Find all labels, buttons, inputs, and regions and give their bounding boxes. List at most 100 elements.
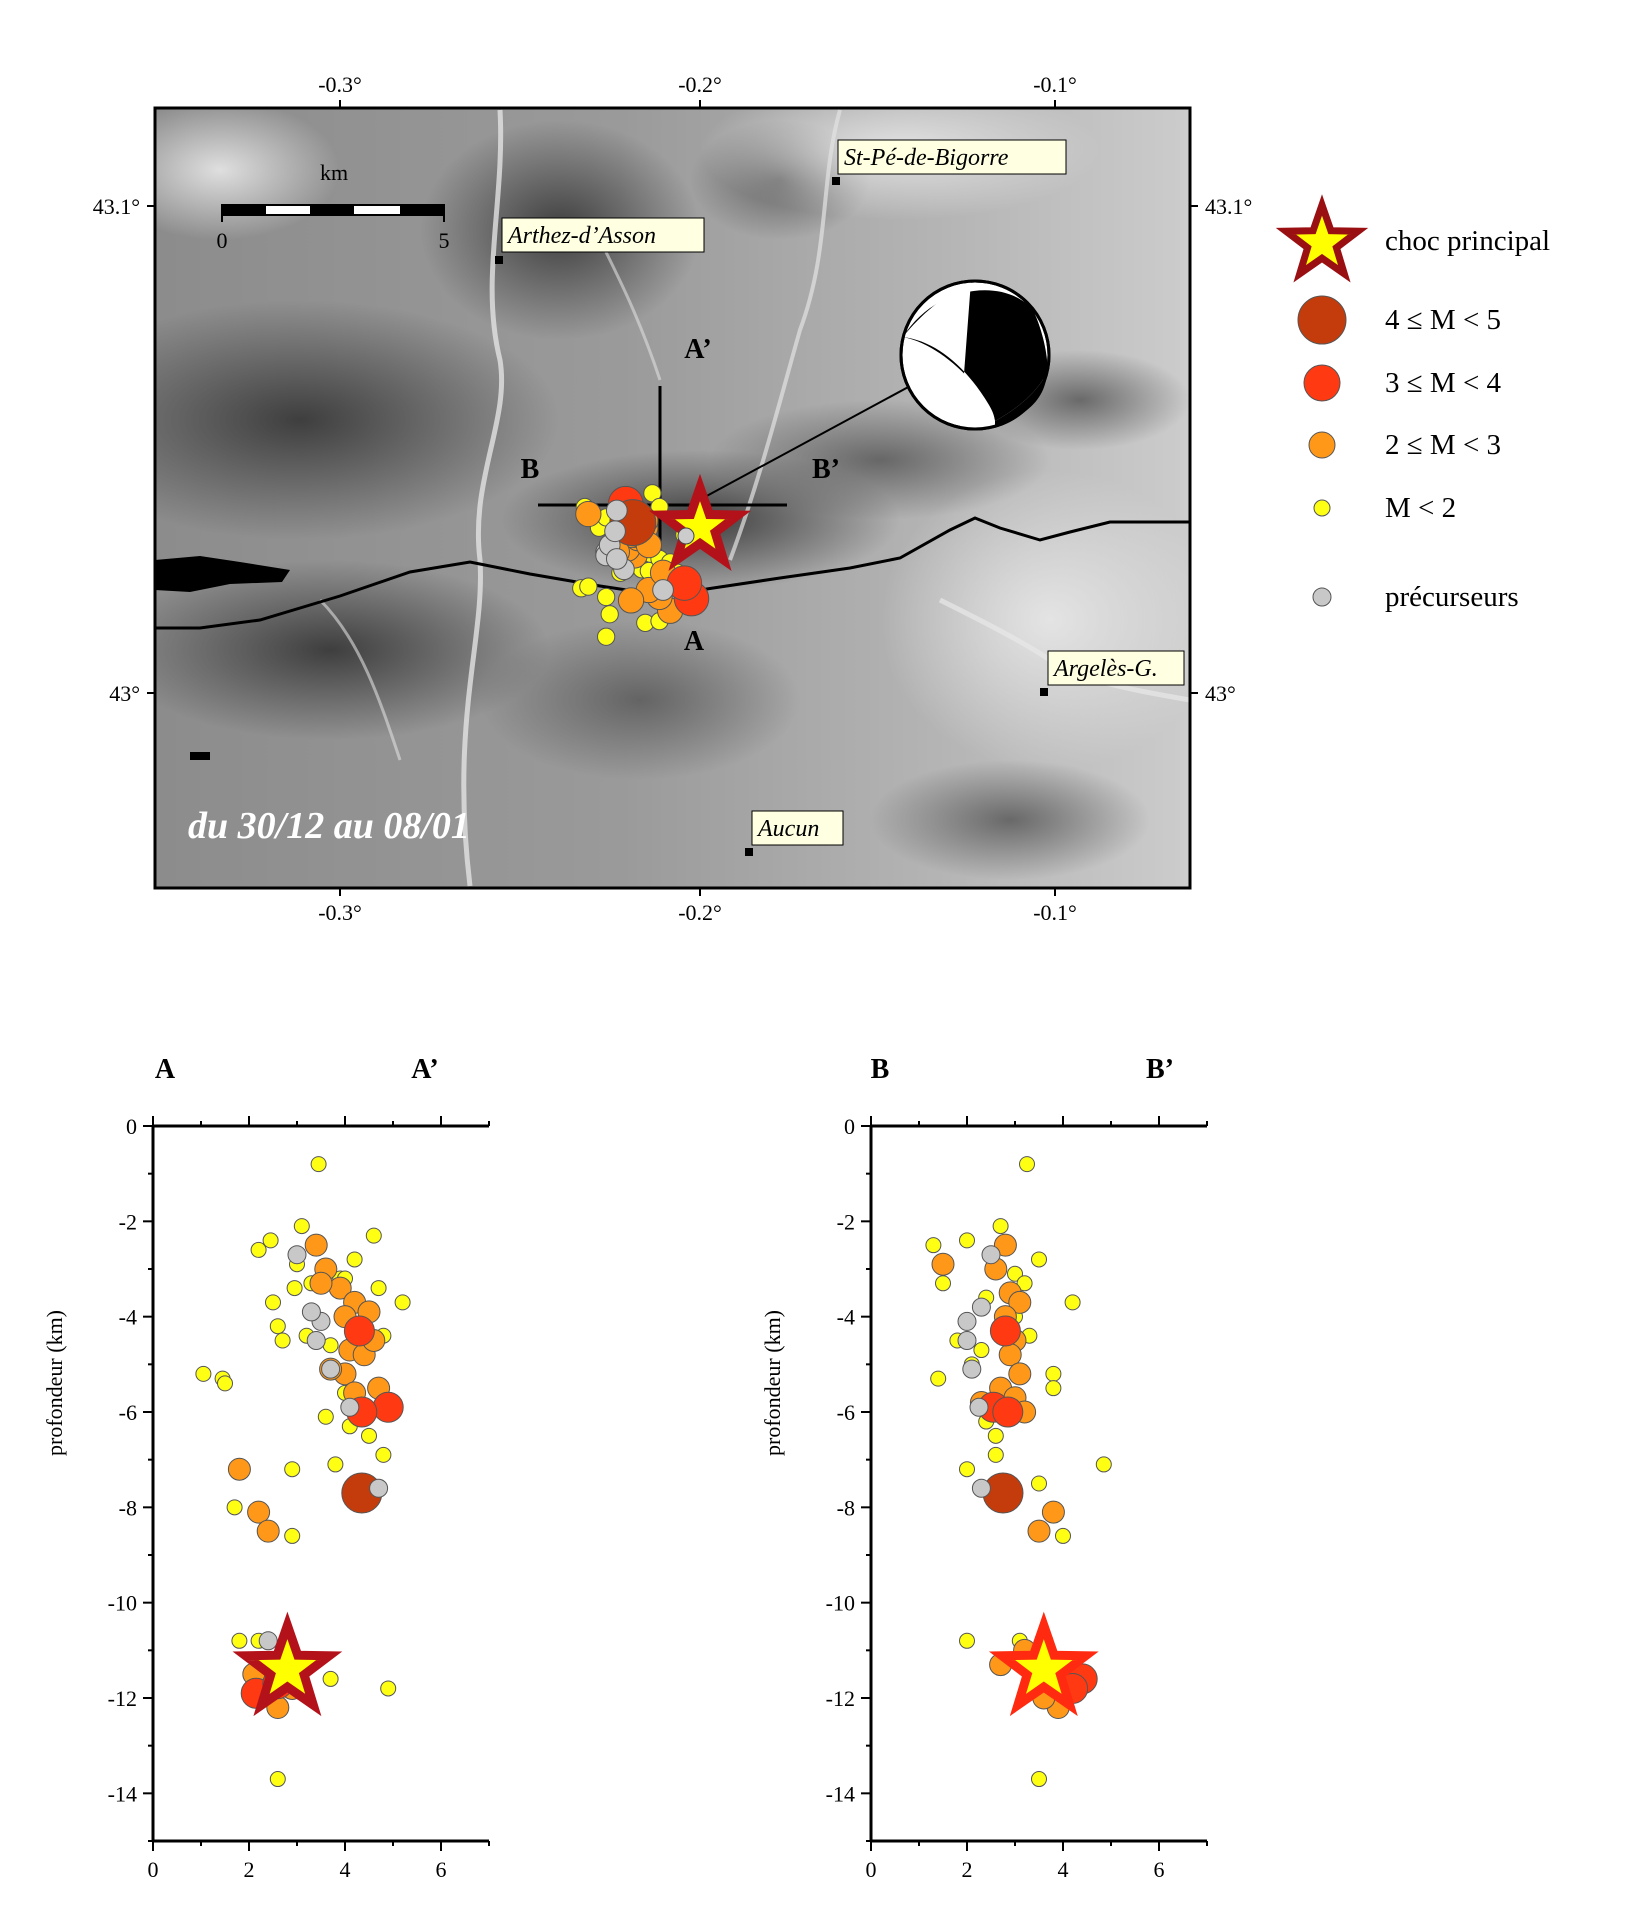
y-tick-label: -4	[119, 1305, 137, 1330]
event-marker	[981, 1245, 1001, 1265]
town-label: St-Pé-de-Bigorre	[844, 145, 1009, 171]
lon-tick-bottom-2: -0.2°	[678, 900, 722, 925]
event-marker	[256, 1519, 280, 1543]
y-tick-label: -14	[108, 1781, 137, 1806]
event-marker	[306, 1331, 326, 1350]
event-marker	[1055, 1527, 1071, 1544]
event-marker	[304, 1233, 328, 1257]
event-marker	[1041, 1500, 1065, 1524]
y-tick-label: -10	[826, 1591, 855, 1616]
epicenter-marker	[575, 500, 602, 528]
event-marker	[935, 1275, 951, 1292]
event-marker	[957, 1331, 977, 1350]
event-marker	[227, 1457, 251, 1481]
event-marker	[993, 1233, 1017, 1257]
scale-min-label: 0	[217, 228, 228, 253]
beachball-connector	[689, 384, 913, 506]
legend-label-m1: M < 2	[1385, 492, 1456, 524]
town-label: Aucun	[756, 816, 819, 842]
town-aucun: Aucun	[745, 810, 844, 856]
epicenter-marker	[597, 587, 616, 607]
map-frame	[153, 106, 1192, 890]
epicenter-marker	[652, 579, 674, 601]
y-tick-label: -12	[826, 1686, 855, 1711]
x-tick-label: 6	[1154, 1857, 1165, 1882]
legend-label-mainshock: choc principal	[1385, 225, 1550, 257]
event-marker	[959, 1632, 975, 1649]
x-tick-label: 2	[244, 1857, 255, 1882]
event-marker	[269, 1771, 286, 1788]
event-marker	[365, 1227, 382, 1244]
y-tick-label: -4	[837, 1305, 855, 1330]
event-marker	[930, 1370, 947, 1387]
event-marker	[274, 1332, 291, 1349]
event-marker	[998, 1343, 1022, 1367]
lat-tick-right-1: 43.1°	[1205, 194, 1252, 219]
y-tick-label: -12	[108, 1686, 137, 1711]
epicenter-marker	[600, 605, 619, 624]
lat-tick-left-1: 43.1°	[93, 194, 140, 219]
event-marker	[231, 1632, 248, 1649]
event-marker	[1064, 1294, 1081, 1311]
event-marker	[286, 1280, 303, 1297]
y-tick-label: -2	[837, 1209, 855, 1234]
y-tick-label: -10	[108, 1591, 137, 1616]
event-marker	[971, 1297, 991, 1317]
event-marker	[265, 1294, 281, 1311]
event-marker	[195, 1365, 212, 1382]
event-marker	[1007, 1265, 1023, 1282]
event-marker	[247, 1500, 271, 1524]
focal-mechanism-icon	[899, 279, 1051, 431]
event-marker	[973, 1342, 990, 1359]
section-b-points	[925, 1156, 1112, 1788]
epicenter-marker	[605, 548, 628, 570]
mainshock-star-icon	[648, 473, 752, 571]
event-marker	[380, 1680, 397, 1697]
event-marker	[293, 1218, 310, 1235]
event-marker	[346, 1251, 363, 1268]
mainshock-star-icon	[232, 1611, 343, 1717]
profile-label-b: B	[521, 454, 540, 485]
event-marker	[343, 1315, 375, 1347]
event-marker	[375, 1446, 392, 1463]
event-marker	[1031, 1251, 1047, 1268]
x-tick-label: 0	[148, 1857, 159, 1882]
event-marker	[1095, 1456, 1112, 1473]
relief-map: -0.3° -0.2° -0.1° -0.3° -0.2° -0.1° 43.1…	[93, 72, 1253, 925]
event-marker	[959, 1461, 975, 1478]
event-marker	[394, 1294, 411, 1311]
y-tick-label: 0	[126, 1114, 137, 1139]
section-b-ylabel: profondeur (km)	[760, 1310, 785, 1456]
x-tick-label: 4	[1058, 1857, 1069, 1882]
legend-m4-icon	[1297, 295, 1347, 345]
event-marker	[1016, 1275, 1033, 1292]
epicenter-marker	[579, 577, 598, 596]
town-arthez: Arthez-d’Asson	[495, 217, 705, 264]
y-tick-label: -8	[837, 1495, 855, 1520]
y-tick-label: -2	[119, 1209, 137, 1234]
epicenter-cluster	[572, 484, 717, 646]
scale-max-label: 5	[439, 228, 450, 253]
event-marker	[269, 1318, 286, 1335]
precursor-marker	[677, 527, 695, 545]
section-a-right-label: A’	[411, 1054, 438, 1085]
event-marker	[309, 1271, 333, 1295]
map-axes	[147, 100, 1198, 896]
y-tick-label: 0	[844, 1114, 855, 1139]
town-label: Arthez-d’Asson	[506, 223, 656, 249]
epicenter-marker	[617, 587, 645, 614]
event-marker	[959, 1232, 975, 1249]
event-marker	[258, 1631, 278, 1651]
event-marker	[226, 1499, 243, 1516]
profile-label-a-prime: A’	[684, 334, 711, 365]
event-marker	[925, 1237, 942, 1254]
legend: choc principal 4 ≤ M < 5 3 ≤ M < 4 2 ≤ M…	[1275, 194, 1550, 613]
town-label: Argelès-G.	[1052, 656, 1158, 682]
legend-m1-icon	[1313, 499, 1331, 517]
event-marker	[992, 1218, 1009, 1235]
event-marker	[250, 1241, 267, 1258]
profile-label-b-prime: B’	[812, 454, 840, 485]
event-marker	[1031, 1475, 1047, 1492]
event-marker	[322, 1670, 339, 1687]
section-b-axes: 0 2 4 6 0 -2 -4 -6 -8 -10 -12 -14	[826, 1114, 1208, 1882]
